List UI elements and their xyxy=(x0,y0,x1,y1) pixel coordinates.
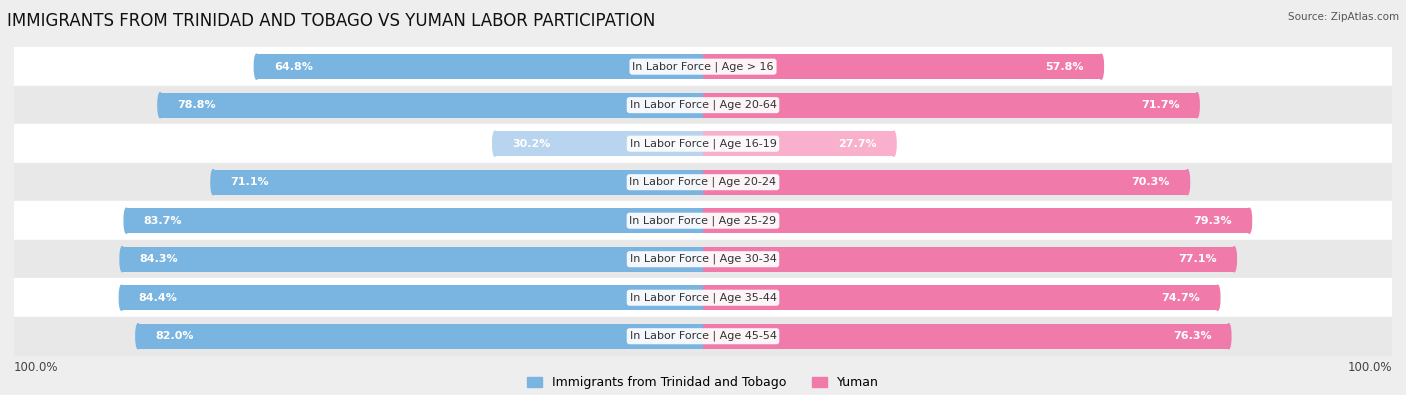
Circle shape xyxy=(157,93,162,118)
Bar xyxy=(160,93,703,118)
Circle shape xyxy=(891,131,896,156)
Circle shape xyxy=(1226,324,1230,349)
Circle shape xyxy=(124,208,128,233)
Text: 76.3%: 76.3% xyxy=(1173,331,1212,341)
Bar xyxy=(14,47,1392,86)
Text: In Labor Force | Age 20-64: In Labor Force | Age 20-64 xyxy=(630,100,776,111)
Bar xyxy=(14,278,1392,317)
Bar xyxy=(14,86,1392,124)
Legend: Immigrants from Trinidad and Tobago, Yuman: Immigrants from Trinidad and Tobago, Yum… xyxy=(527,376,879,389)
Text: In Labor Force | Age 35-44: In Labor Force | Age 35-44 xyxy=(630,292,776,303)
Circle shape xyxy=(1215,285,1220,310)
Bar xyxy=(703,208,1250,233)
Circle shape xyxy=(1099,54,1104,79)
Circle shape xyxy=(1195,93,1199,118)
Text: 27.7%: 27.7% xyxy=(838,139,876,149)
Circle shape xyxy=(1232,247,1236,272)
Text: Source: ZipAtlas.com: Source: ZipAtlas.com xyxy=(1288,12,1399,22)
Text: In Labor Force | Age 45-54: In Labor Force | Age 45-54 xyxy=(630,331,776,342)
Circle shape xyxy=(120,285,124,310)
Bar xyxy=(256,54,703,79)
Bar xyxy=(703,170,1187,195)
Bar xyxy=(14,240,1392,278)
Text: 78.8%: 78.8% xyxy=(177,100,217,110)
Bar xyxy=(138,324,703,349)
Bar xyxy=(703,324,1229,349)
Bar xyxy=(703,285,1218,310)
Text: In Labor Force | Age 20-24: In Labor Force | Age 20-24 xyxy=(630,177,776,188)
Bar xyxy=(495,131,703,156)
Text: 57.8%: 57.8% xyxy=(1046,62,1084,71)
Circle shape xyxy=(120,247,125,272)
Text: 77.1%: 77.1% xyxy=(1178,254,1218,264)
Text: 71.7%: 71.7% xyxy=(1142,100,1180,110)
Text: 64.8%: 64.8% xyxy=(274,62,312,71)
Bar xyxy=(703,93,1197,118)
Bar xyxy=(214,170,703,195)
Circle shape xyxy=(254,54,259,79)
Bar xyxy=(14,163,1392,201)
Text: In Labor Force | Age 16-19: In Labor Force | Age 16-19 xyxy=(630,138,776,149)
Bar xyxy=(121,285,703,310)
Text: 71.1%: 71.1% xyxy=(231,177,269,187)
Bar xyxy=(703,54,1101,79)
Bar xyxy=(122,247,703,272)
Text: In Labor Force | Age 30-34: In Labor Force | Age 30-34 xyxy=(630,254,776,265)
Text: IMMIGRANTS FROM TRINIDAD AND TOBAGO VS YUMAN LABOR PARTICIPATION: IMMIGRANTS FROM TRINIDAD AND TOBAGO VS Y… xyxy=(7,12,655,30)
Bar xyxy=(14,317,1392,356)
Circle shape xyxy=(211,170,215,195)
Text: In Labor Force | Age > 16: In Labor Force | Age > 16 xyxy=(633,61,773,72)
Text: 100.0%: 100.0% xyxy=(14,361,59,374)
Bar xyxy=(703,131,894,156)
Bar xyxy=(127,208,703,233)
Circle shape xyxy=(1247,208,1251,233)
Text: In Labor Force | Age 25-29: In Labor Force | Age 25-29 xyxy=(630,215,776,226)
Text: 84.4%: 84.4% xyxy=(139,293,177,303)
Circle shape xyxy=(136,324,141,349)
Circle shape xyxy=(492,131,498,156)
Text: 82.0%: 82.0% xyxy=(155,331,194,341)
Text: 70.3%: 70.3% xyxy=(1132,177,1170,187)
Bar xyxy=(703,247,1234,272)
Text: 74.7%: 74.7% xyxy=(1161,293,1201,303)
Bar xyxy=(14,124,1392,163)
Text: 79.3%: 79.3% xyxy=(1194,216,1232,226)
Bar xyxy=(14,201,1392,240)
Text: 83.7%: 83.7% xyxy=(143,216,183,226)
Text: 84.3%: 84.3% xyxy=(139,254,179,264)
Circle shape xyxy=(1185,170,1189,195)
Text: 100.0%: 100.0% xyxy=(1347,361,1392,374)
Text: 30.2%: 30.2% xyxy=(512,139,551,149)
